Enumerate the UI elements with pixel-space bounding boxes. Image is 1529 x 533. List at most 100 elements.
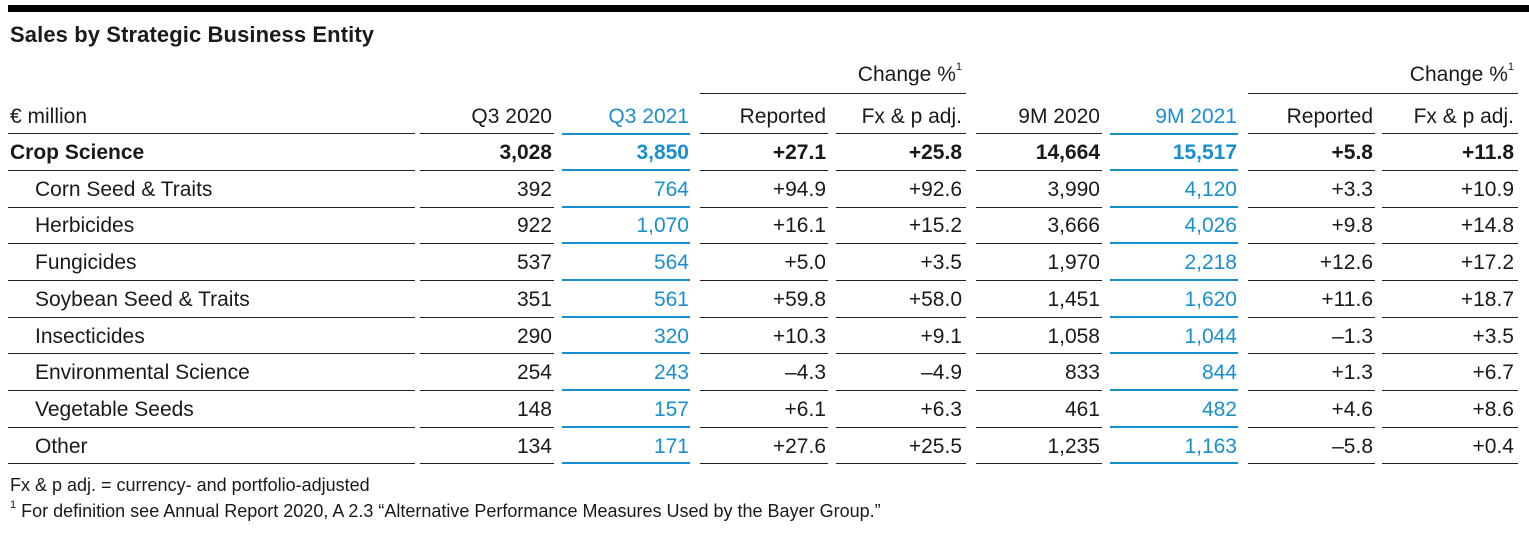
highlight-rule [562, 279, 690, 281]
row-rule [8, 463, 415, 464]
table-cell: +15.2 [908, 214, 962, 237]
row-rule [1382, 427, 1518, 428]
row-rule [1248, 353, 1375, 354]
table-cell: 290 [516, 325, 552, 348]
table-cell: 4,026 [1184, 214, 1237, 237]
highlight-rule [1110, 389, 1238, 391]
row-rule [8, 353, 415, 354]
table-cell: +10.9 [1460, 178, 1514, 201]
table-cell: +27.6 [772, 435, 826, 458]
highlight-rule [562, 316, 690, 318]
highlight-rule [1110, 279, 1238, 281]
row-rule [836, 317, 966, 318]
row-rule [700, 317, 828, 318]
table-cell: 482 [1201, 398, 1237, 421]
table-cell: +17.2 [1460, 251, 1514, 274]
col-9m-2020: 9M 2020 [1018, 105, 1100, 128]
row-label: Other [35, 435, 88, 458]
table-cell: 243 [653, 361, 689, 384]
row-rule [420, 463, 554, 464]
row-rule [420, 170, 554, 171]
table-cell: –5.8 [1332, 435, 1373, 458]
highlight-rule [562, 242, 690, 244]
table-cell: 171 [653, 435, 689, 458]
highlight-rule [562, 133, 690, 135]
table-row-total: Crop Science 3,028 3,850 +27.1 +25.8 14,664 15… [0, 142, 1529, 172]
table-cell: 157 [653, 398, 689, 421]
table-cell: 1,058 [1047, 325, 1100, 348]
row-rule [836, 427, 966, 428]
table-cell: 764 [653, 178, 689, 201]
table-cell: +5.8 [1331, 141, 1373, 164]
row-rule [700, 427, 828, 428]
highlight-rule [1110, 462, 1238, 464]
row-rule [836, 463, 966, 464]
footnote-1-text: For definition see Annual Report 2020, A… [16, 501, 881, 521]
table-cell: 148 [516, 398, 552, 421]
table-cell: 14,664 [1035, 141, 1100, 164]
table-cell: 134 [516, 435, 552, 458]
table-cell: 1,451 [1047, 288, 1100, 311]
top-rule [8, 5, 1529, 12]
change-header-q3: Change %1 [700, 61, 962, 86]
row-rule [1248, 170, 1375, 171]
table-cell: 833 [1064, 361, 1100, 384]
highlight-rule [562, 352, 690, 354]
table-cell: +12.6 [1319, 251, 1373, 274]
row-rule [420, 427, 554, 428]
row-rule [420, 133, 554, 134]
row-rule [700, 390, 828, 391]
table-cell: +11.8 [1462, 141, 1514, 164]
table-cell: 351 [516, 288, 552, 311]
row-rule [1382, 133, 1518, 134]
table-row: Corn Seed & Traits 392 764 +94.9 +92.6 3,990 4… [0, 179, 1529, 209]
table-cell: 922 [516, 214, 552, 237]
highlight-rule [1110, 133, 1238, 135]
row-rule [420, 280, 554, 281]
row-rule [700, 463, 828, 464]
table-cell: +0.4 [1472, 435, 1514, 458]
row-rule [1248, 133, 1375, 134]
footnote-ref: 1 [955, 61, 962, 73]
table-cell: +14.8 [1460, 214, 1514, 237]
row-rule [836, 390, 966, 391]
row-rule [1248, 390, 1375, 391]
row-rule [1248, 463, 1375, 464]
table-cell: +10.3 [772, 325, 826, 348]
row-rule [1382, 390, 1518, 391]
table-cell: 254 [516, 361, 552, 384]
table-cell: +11.6 [1321, 288, 1373, 311]
row-rule [976, 170, 1102, 171]
row-rule [8, 390, 415, 391]
table-row: Fungicides 537 564 +5.0 +3.5 1,970 2,218 +12.6 +… [0, 252, 1529, 282]
table-row: Environmental Science 254 243 –4.3 –4.9 833 84… [0, 362, 1529, 392]
table-cell: +25.8 [908, 141, 962, 164]
row-label: Crop Science [10, 141, 145, 164]
row-rule [836, 280, 966, 281]
row-rule [700, 280, 828, 281]
row-rule [836, 353, 966, 354]
table-cell: 4,120 [1184, 178, 1237, 201]
row-rule [8, 243, 415, 244]
row-rule [420, 207, 554, 208]
row-label: Vegetable Seeds [35, 398, 194, 421]
table-cell: +3.3 [1331, 178, 1373, 201]
table-cell: +27.1 [772, 141, 826, 164]
row-rule [976, 280, 1102, 281]
table-cell: +25.5 [908, 435, 962, 458]
table-cell: 3,666 [1047, 214, 1100, 237]
table-cell: –4.3 [785, 361, 826, 384]
col-q3-reported: Reported [739, 105, 826, 128]
table-cell: 320 [653, 325, 689, 348]
table-cell: +6.7 [1472, 361, 1514, 384]
row-rule [1248, 207, 1375, 208]
table-cell: 1,163 [1184, 435, 1237, 458]
table-cell: 1,235 [1047, 435, 1100, 458]
table-cell: 3,850 [636, 141, 689, 164]
row-rule [1382, 353, 1518, 354]
highlight-rule [1110, 242, 1238, 244]
table-row: Insecticides 290 320 +10.3 +9.1 1,058 1,044 –1.… [0, 326, 1529, 356]
row-rule [1248, 427, 1375, 428]
row-rule [976, 317, 1102, 318]
row-rule [1382, 170, 1518, 171]
